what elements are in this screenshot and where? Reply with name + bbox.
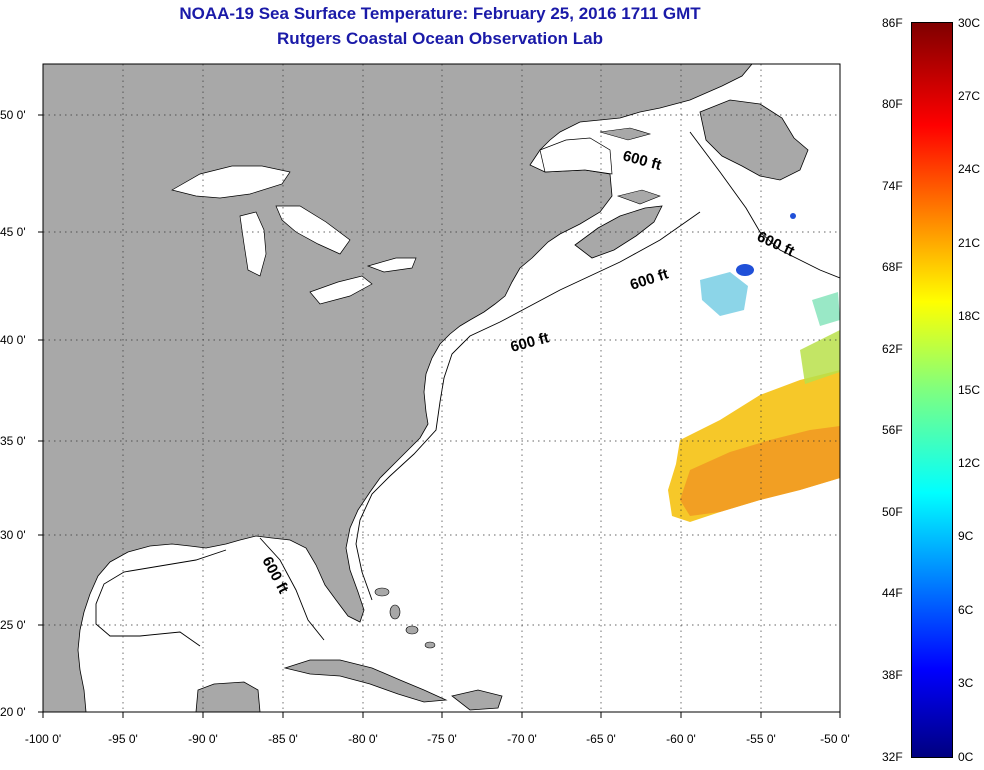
latitude-label: 35 0' bbox=[0, 434, 26, 448]
colorbar-c-label: 12C bbox=[958, 456, 981, 470]
latitude-label: 50 0' bbox=[0, 108, 26, 122]
hispaniola bbox=[451, 689, 503, 711]
isobath-label: 600 ft bbox=[621, 147, 663, 174]
latitude-label: 40 0' bbox=[0, 333, 26, 347]
longitude-label: -100 0' bbox=[24, 732, 62, 746]
colorbar-c-label: 9C bbox=[958, 529, 974, 543]
longitude-label: -95 0' bbox=[108, 732, 138, 746]
colorbar-c-label: 6C bbox=[958, 603, 974, 617]
axis-ticks bbox=[38, 114, 841, 718]
colorbar-c-label: 3C bbox=[958, 676, 974, 690]
isobath-label: 600 ft bbox=[509, 329, 551, 356]
latitude-label: 30 0' bbox=[0, 528, 26, 542]
colorbar-f-label: 68F bbox=[882, 260, 903, 274]
longitude-label: -70 0' bbox=[507, 732, 537, 746]
colorbar-f-label: 44F bbox=[882, 586, 903, 600]
colorbar-f-label: 38F bbox=[882, 668, 903, 682]
yucatan-peninsula bbox=[195, 681, 261, 712]
bahamas bbox=[374, 587, 436, 649]
colorbar-c-label: 24C bbox=[958, 162, 981, 176]
great-lakes bbox=[171, 165, 417, 305]
colorbar-f-label: 32F bbox=[882, 750, 903, 764]
prince-edward-island bbox=[616, 189, 661, 205]
latitude-label: 45 0' bbox=[0, 225, 26, 239]
longitude-label: -50 0' bbox=[820, 732, 850, 746]
cuba bbox=[283, 659, 448, 703]
longitude-label: -85 0' bbox=[268, 732, 298, 746]
longitude-label: -55 0' bbox=[746, 732, 776, 746]
longitude-label: -60 0' bbox=[666, 732, 696, 746]
north-america-landmass bbox=[43, 64, 753, 712]
colorbar-c-label: 30C bbox=[958, 16, 981, 30]
sst-swath bbox=[668, 213, 840, 522]
isobath-600ft bbox=[95, 131, 840, 647]
colorbar-f-label: 62F bbox=[882, 342, 903, 356]
longitude-label: -90 0' bbox=[188, 732, 218, 746]
anticosti-island bbox=[599, 127, 652, 141]
colorbar-f-label: 50F bbox=[882, 505, 903, 519]
longitude-label: -80 0' bbox=[348, 732, 378, 746]
colorbar-c-label: 21C bbox=[958, 236, 981, 250]
isobath-label: 600 ft bbox=[258, 554, 291, 597]
longitude-label: -65 0' bbox=[586, 732, 616, 746]
gulf-of-st-lawrence bbox=[539, 137, 613, 175]
isobath-label: 600 ft bbox=[628, 266, 671, 294]
colorbar-c-label: 0C bbox=[958, 750, 974, 764]
temperature-colorbar bbox=[911, 22, 953, 758]
newfoundland bbox=[699, 99, 809, 181]
colorbar-f-label: 86F bbox=[882, 16, 903, 30]
longitude-label: -75 0' bbox=[427, 732, 457, 746]
latitude-label: 20 0' bbox=[0, 705, 26, 719]
isobath-label: 600 ft bbox=[754, 228, 797, 260]
colorbar-c-label: 15C bbox=[958, 383, 981, 397]
latitude-label: 25 0' bbox=[0, 618, 26, 632]
colorbar-c-label: 18C bbox=[958, 309, 981, 323]
colorbar-f-label: 74F bbox=[882, 179, 903, 193]
map-title: NOAA-19 Sea Surface Temperature: Februar… bbox=[179, 4, 701, 23]
nova-scotia bbox=[574, 205, 663, 259]
colorbar-f-label: 80F bbox=[882, 97, 903, 111]
colorbar-f-label: 56F bbox=[882, 423, 903, 437]
map-subtitle: Rutgers Coastal Ocean Observation Lab bbox=[277, 29, 603, 48]
graticule bbox=[43, 64, 840, 712]
colorbar-c-label: 27C bbox=[958, 89, 981, 103]
